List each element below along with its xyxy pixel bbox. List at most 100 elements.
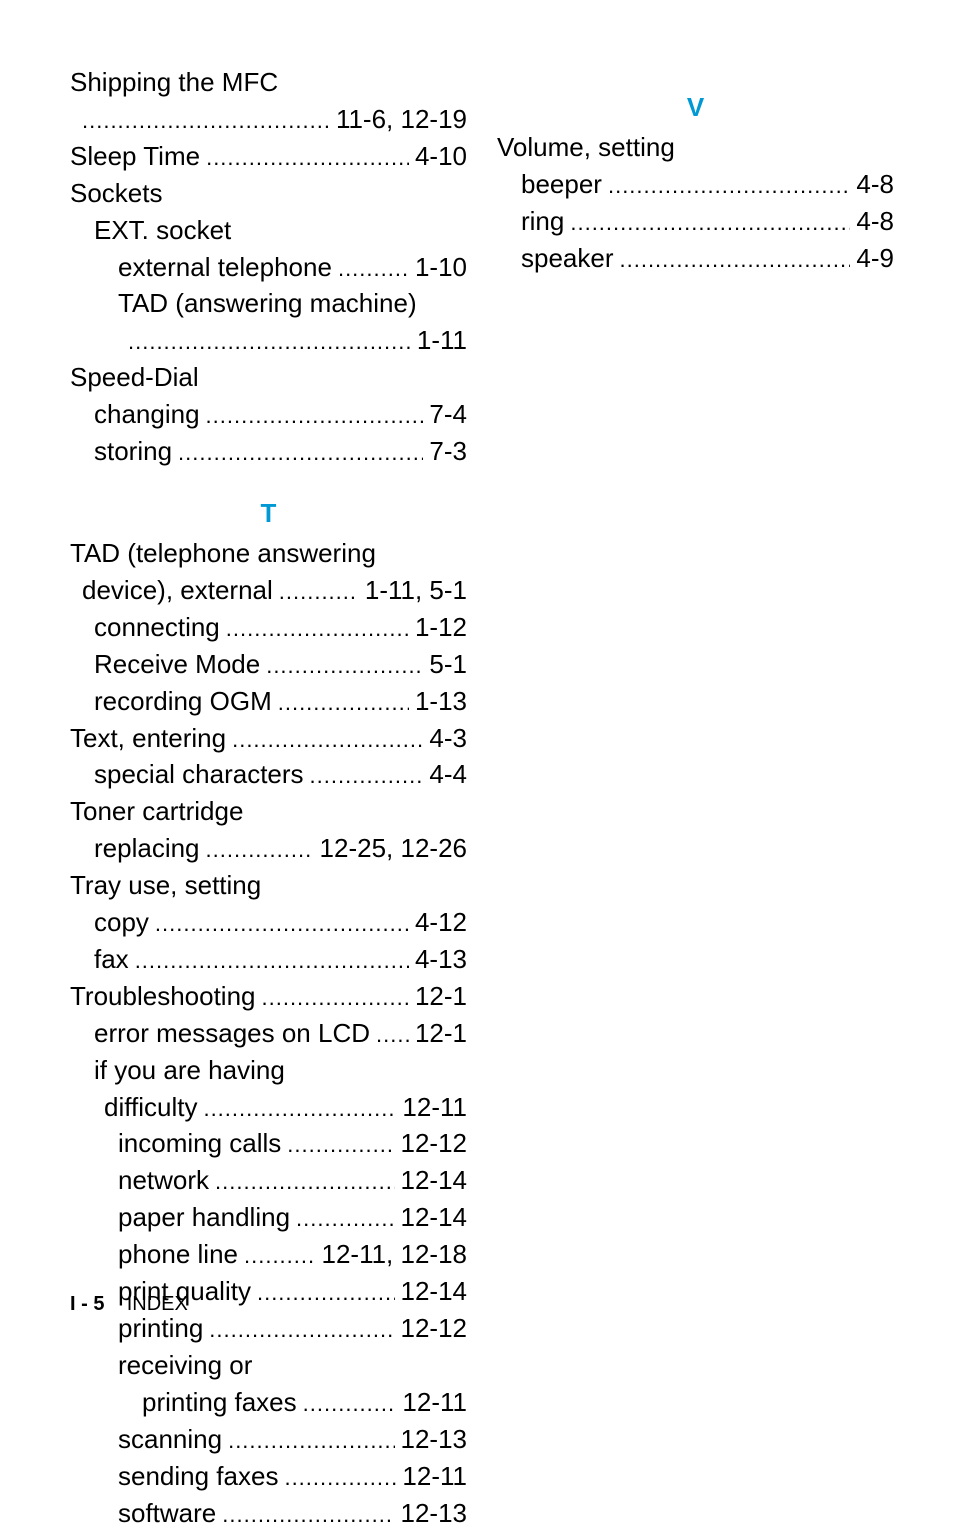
leader-dots — [296, 1199, 394, 1236]
index-entry-label: recording OGM — [94, 683, 272, 720]
index-entry-label: Tray use, setting — [70, 867, 261, 904]
index-entry-page: 12-14 — [401, 1273, 468, 1310]
index-section-letter: T — [70, 498, 467, 529]
index-entry: fax4-13 — [70, 941, 467, 978]
index-entry-page: 1-10 — [415, 249, 467, 286]
index-entry: external telephone 1-10 — [70, 249, 467, 286]
index-entry-label: TAD (telephone answering — [70, 535, 376, 572]
index-entry: receiving or — [70, 1347, 467, 1384]
index-entry: 1-11 — [70, 322, 467, 359]
index-entry: Toner cartridge — [70, 793, 467, 830]
index-entry: Sleep Time 4-10 — [70, 138, 467, 175]
index-entry: copy4-12 — [70, 904, 467, 941]
leader-dots — [128, 322, 411, 359]
leader-dots — [178, 433, 423, 470]
index-entry-page: 4-13 — [415, 941, 467, 978]
index-entry-page: 7-4 — [429, 396, 467, 433]
index-entry-label: Troubleshooting — [70, 978, 256, 1015]
index-entry-label: EXT. socket — [94, 212, 231, 249]
index-entry-page: 12-25, 12-26 — [320, 830, 467, 867]
index-entry-label: printing faxes — [142, 1384, 297, 1421]
index-entry: EXT. socket — [70, 212, 467, 249]
index-entry: ring 4-8 — [497, 203, 894, 240]
index-entry-label: incoming calls — [118, 1125, 281, 1162]
index-entry: Text, entering4-3 — [70, 720, 467, 757]
index-entry-label: storing — [94, 433, 172, 470]
index-entry-label: phone line — [118, 1236, 238, 1273]
index-entry: Tray use, setting — [70, 867, 467, 904]
index-entry-label: speaker — [521, 240, 614, 277]
index-entry: software 12-13 — [70, 1495, 467, 1531]
index-entry-label: replacing — [94, 830, 200, 867]
leader-dots — [82, 101, 330, 138]
index-entry-label: Shipping the MFC — [70, 64, 278, 101]
index-entry: beeper4-8 — [497, 166, 894, 203]
index-entry: connecting1-12 — [70, 609, 467, 646]
index-entry-label: Sleep Time — [70, 138, 200, 175]
index-entry-page: 4-8 — [856, 166, 894, 203]
leader-dots — [135, 941, 409, 978]
index-entry: special characters 4-4 — [70, 756, 467, 793]
index-entry: printing faxes 12-11 — [70, 1384, 467, 1421]
index-entry-page: 4-10 — [415, 138, 467, 175]
leader-dots — [206, 138, 409, 175]
index-entry: recording OGM1-13 — [70, 683, 467, 720]
index-entry-label: Receive Mode — [94, 646, 260, 683]
index-entry: sending faxes12-11 — [70, 1458, 467, 1495]
index-entry-page: 5-1 — [429, 646, 467, 683]
index-entry-label: connecting — [94, 609, 220, 646]
index-entry: if you are having — [70, 1052, 467, 1089]
leader-dots — [155, 904, 409, 941]
leader-dots — [284, 1458, 396, 1495]
leader-dots — [257, 1273, 395, 1310]
index-entry-label: if you are having — [94, 1052, 285, 1089]
index-entry-label: TAD (answering machine) — [118, 285, 417, 322]
leader-dots — [262, 978, 409, 1015]
index-entry: replacing 12-25, 12-26 — [70, 830, 467, 867]
index-entry-page: 4-9 — [856, 240, 894, 277]
index-entry: 11-6, 12-19 — [70, 101, 467, 138]
index-entry-page: 4-8 — [856, 203, 894, 240]
index-entry-page: 12-11 — [402, 1458, 467, 1495]
leader-dots — [226, 609, 409, 646]
index-entry-label: error messages on LCD — [94, 1015, 370, 1052]
index-entry-label: ring — [521, 203, 564, 240]
leader-dots — [570, 203, 850, 240]
index-entry-page: 12-13 — [401, 1495, 468, 1531]
index-section-letter: V — [497, 92, 894, 123]
index-entry-label: software — [118, 1495, 216, 1531]
index-entry-page: 12-12 — [401, 1310, 468, 1347]
index-entry-page: 7-3 — [429, 433, 467, 470]
index-entry: network12-14 — [70, 1162, 467, 1199]
index-entry: TAD (telephone answering — [70, 535, 467, 572]
index-entry-page: 12-14 — [401, 1199, 468, 1236]
index-entry-page: 12-11 — [402, 1384, 467, 1421]
index-entry-page: 4-4 — [429, 756, 467, 793]
index-entry: incoming calls12-12 — [70, 1125, 467, 1162]
index-entry-page: 4-3 — [429, 720, 467, 757]
index-entry: Shipping the MFC — [70, 64, 467, 101]
index-entry: scanning 12-13 — [70, 1421, 467, 1458]
leader-dots — [206, 396, 424, 433]
footer-label: INDEX — [127, 1293, 188, 1315]
index-entry: Receive Mode 5-1 — [70, 646, 467, 683]
leader-dots — [287, 1125, 394, 1162]
index-entry-label: external telephone — [118, 249, 332, 286]
index-entry: phone line12-11, 12-18 — [70, 1236, 467, 1273]
index-entry-page: 1-11 — [417, 322, 467, 359]
leader-dots — [228, 1421, 394, 1458]
index-entry: Troubleshooting12-1 — [70, 978, 467, 1015]
leader-dots — [310, 756, 424, 793]
index-entry-page: 12-1 — [415, 1015, 467, 1052]
index-entry-label: scanning — [118, 1421, 222, 1458]
index-entry: Volume, setting — [497, 129, 894, 166]
index-entry-page: 12-13 — [401, 1421, 468, 1458]
index-entry: Sockets — [70, 175, 467, 212]
leader-dots — [215, 1162, 394, 1199]
index-entry-label: difficulty — [104, 1089, 197, 1126]
index-entry-label: special characters — [94, 756, 304, 793]
index-entry: error messages on LCD 12-1 — [70, 1015, 467, 1052]
leader-dots — [203, 1089, 396, 1126]
index-entry-label: receiving or — [118, 1347, 252, 1384]
index-entry-label: changing — [94, 396, 200, 433]
